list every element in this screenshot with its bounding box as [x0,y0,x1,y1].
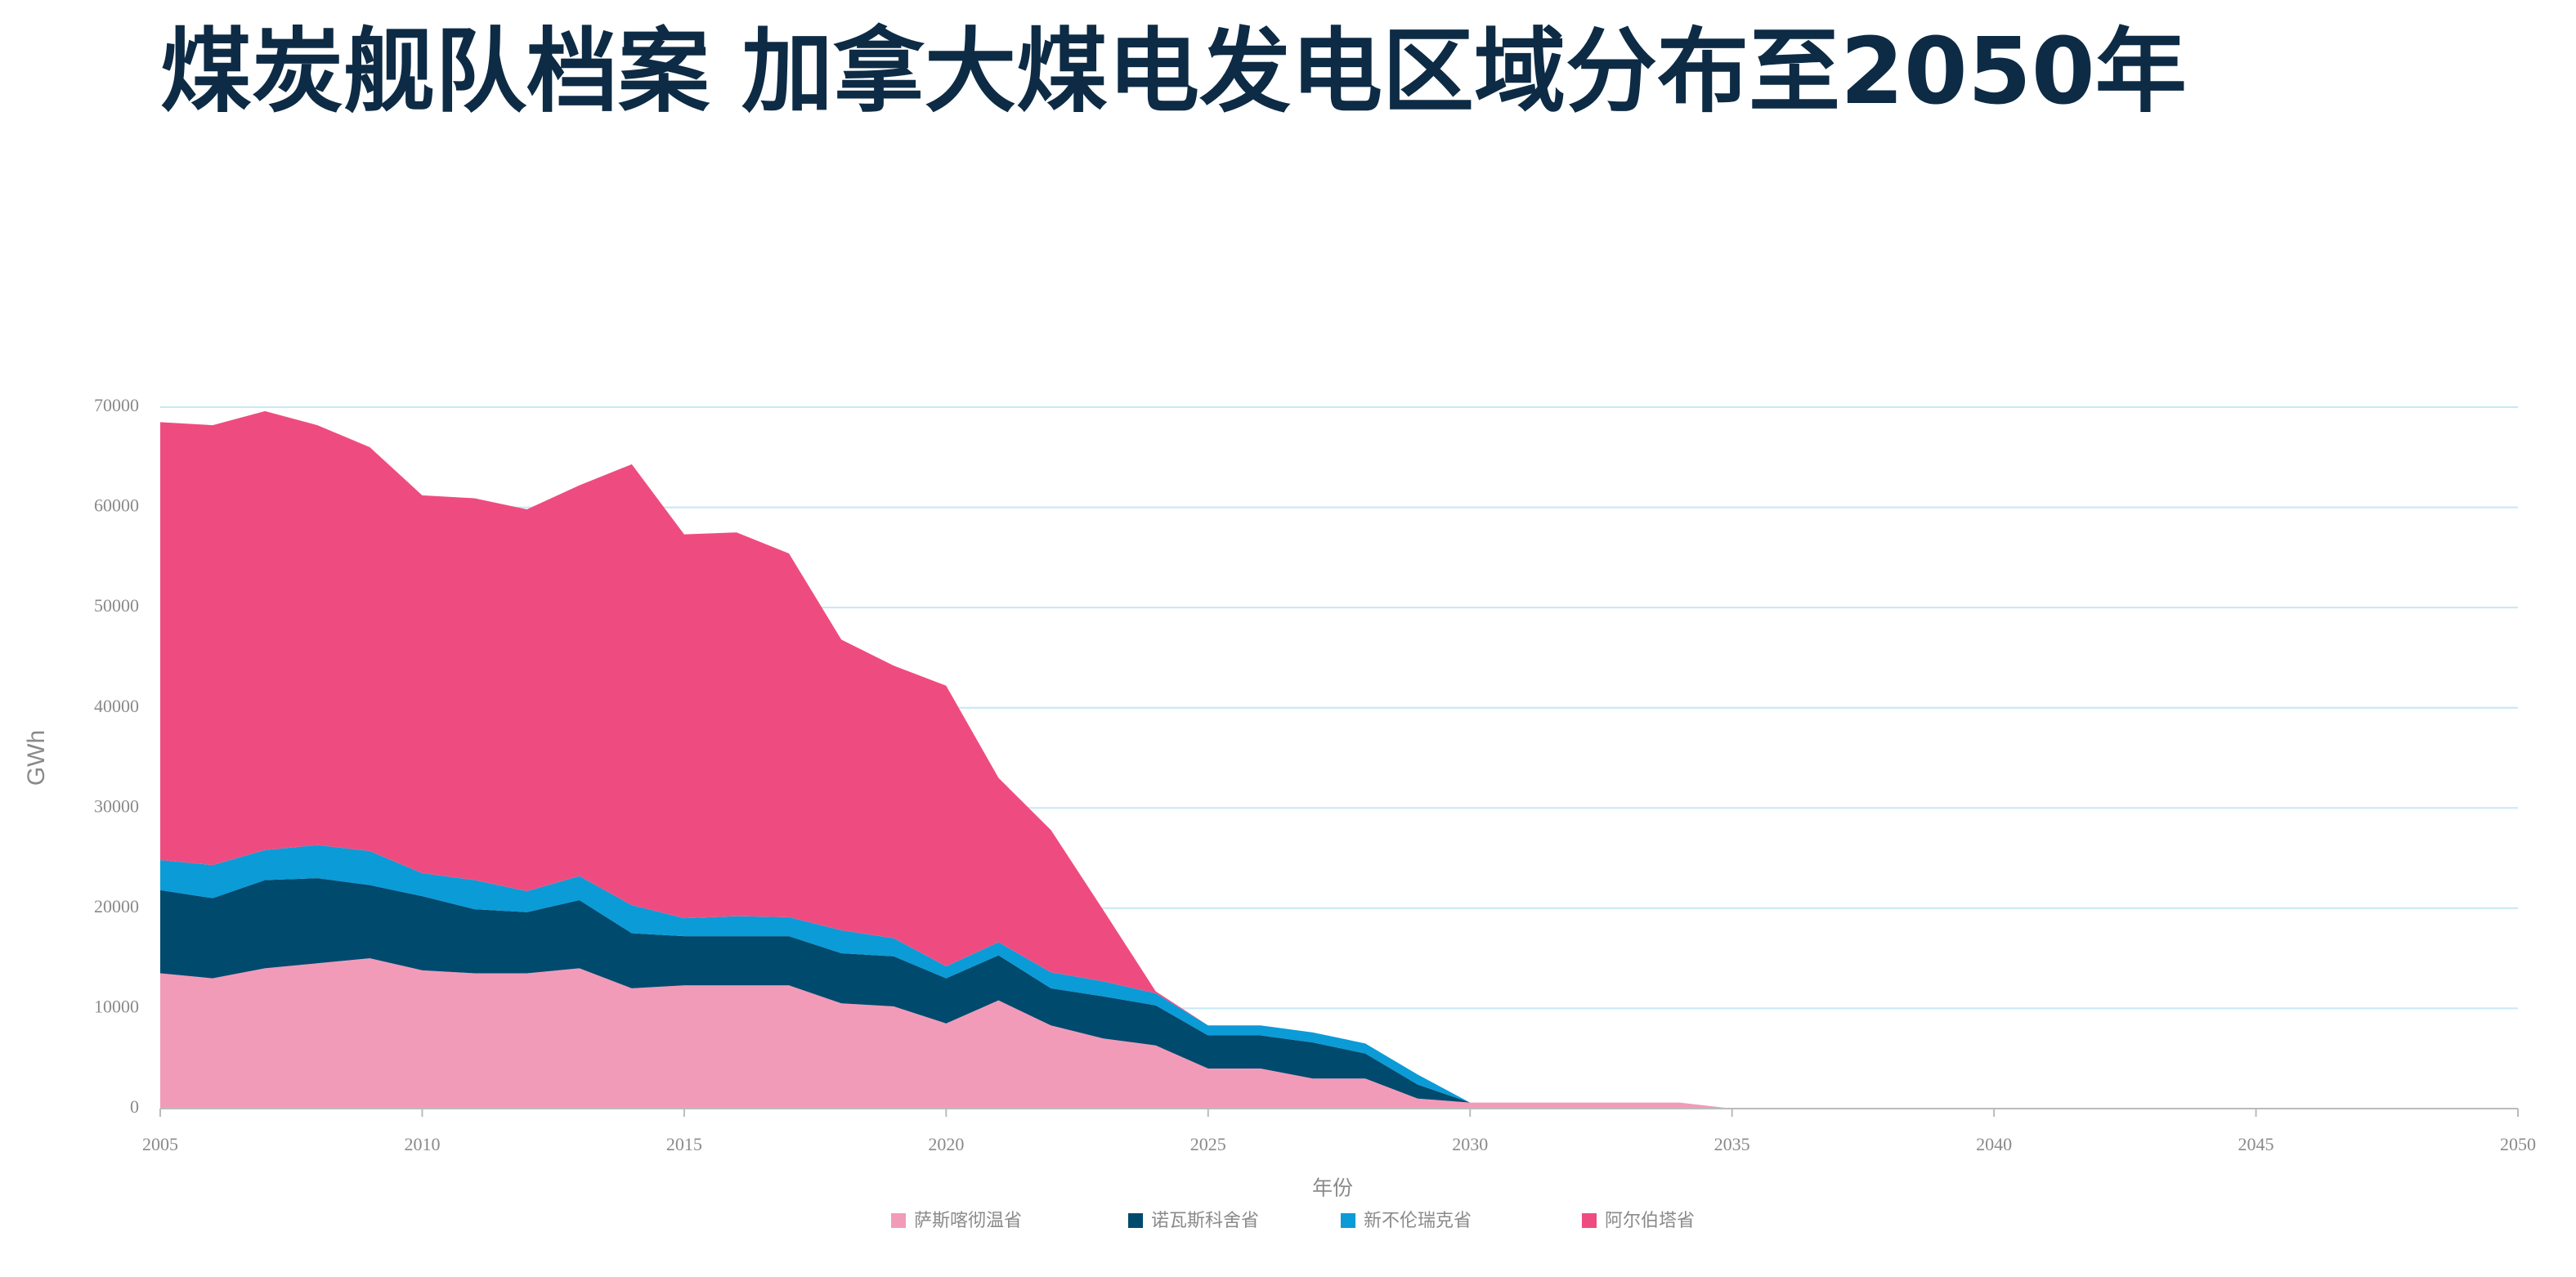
legend-label: 新不伦瑞克省 [1364,1210,1472,1230]
x-axis-label: 年份 [1312,1177,1353,1200]
y-tick-label: 40000 [94,696,139,716]
x-tick-label: 2010 [404,1134,440,1154]
x-tick-label: 2015 [666,1134,702,1154]
x-tick-label: 2005 [142,1134,178,1154]
y-tick-label: 10000 [94,996,139,1016]
area [160,410,2518,1109]
x-tick-label: 2035 [1714,1134,1750,1154]
y-tick-label: 30000 [94,795,139,816]
y-tick-label: 0 [130,1096,139,1117]
y-tick-label: 60000 [94,495,139,516]
x-tick-label: 2045 [2238,1134,2274,1154]
legend-label: 诺瓦斯科舍省 [1151,1210,1259,1230]
legend-swatch [891,1213,906,1228]
x-tick-label: 2050 [2500,1134,2536,1154]
legend-swatch [1582,1213,1597,1228]
chart-title: 煤炭舰队档案 加拿大煤电发电区域分布至2050年 [160,19,2187,125]
area [160,878,2518,1109]
x-tick-label: 2030 [1452,1134,1488,1154]
area [160,845,2518,1109]
y-tick-label: 20000 [94,896,139,916]
legend-label: 萨斯喀彻温省 [914,1210,1022,1230]
legend-label: 阿尔伯塔省 [1605,1210,1695,1230]
legend-swatch [1128,1213,1143,1228]
x-tick-label: 2040 [1976,1134,2012,1154]
legend-swatch [1341,1213,1355,1228]
y-tick-label: 50000 [94,595,139,616]
x-tick-label: 2025 [1190,1134,1226,1154]
y-axis-label: GWh [23,730,50,786]
area [160,958,2518,1109]
x-tick-label: 2020 [928,1134,964,1154]
y-tick-label: 70000 [94,395,139,415]
